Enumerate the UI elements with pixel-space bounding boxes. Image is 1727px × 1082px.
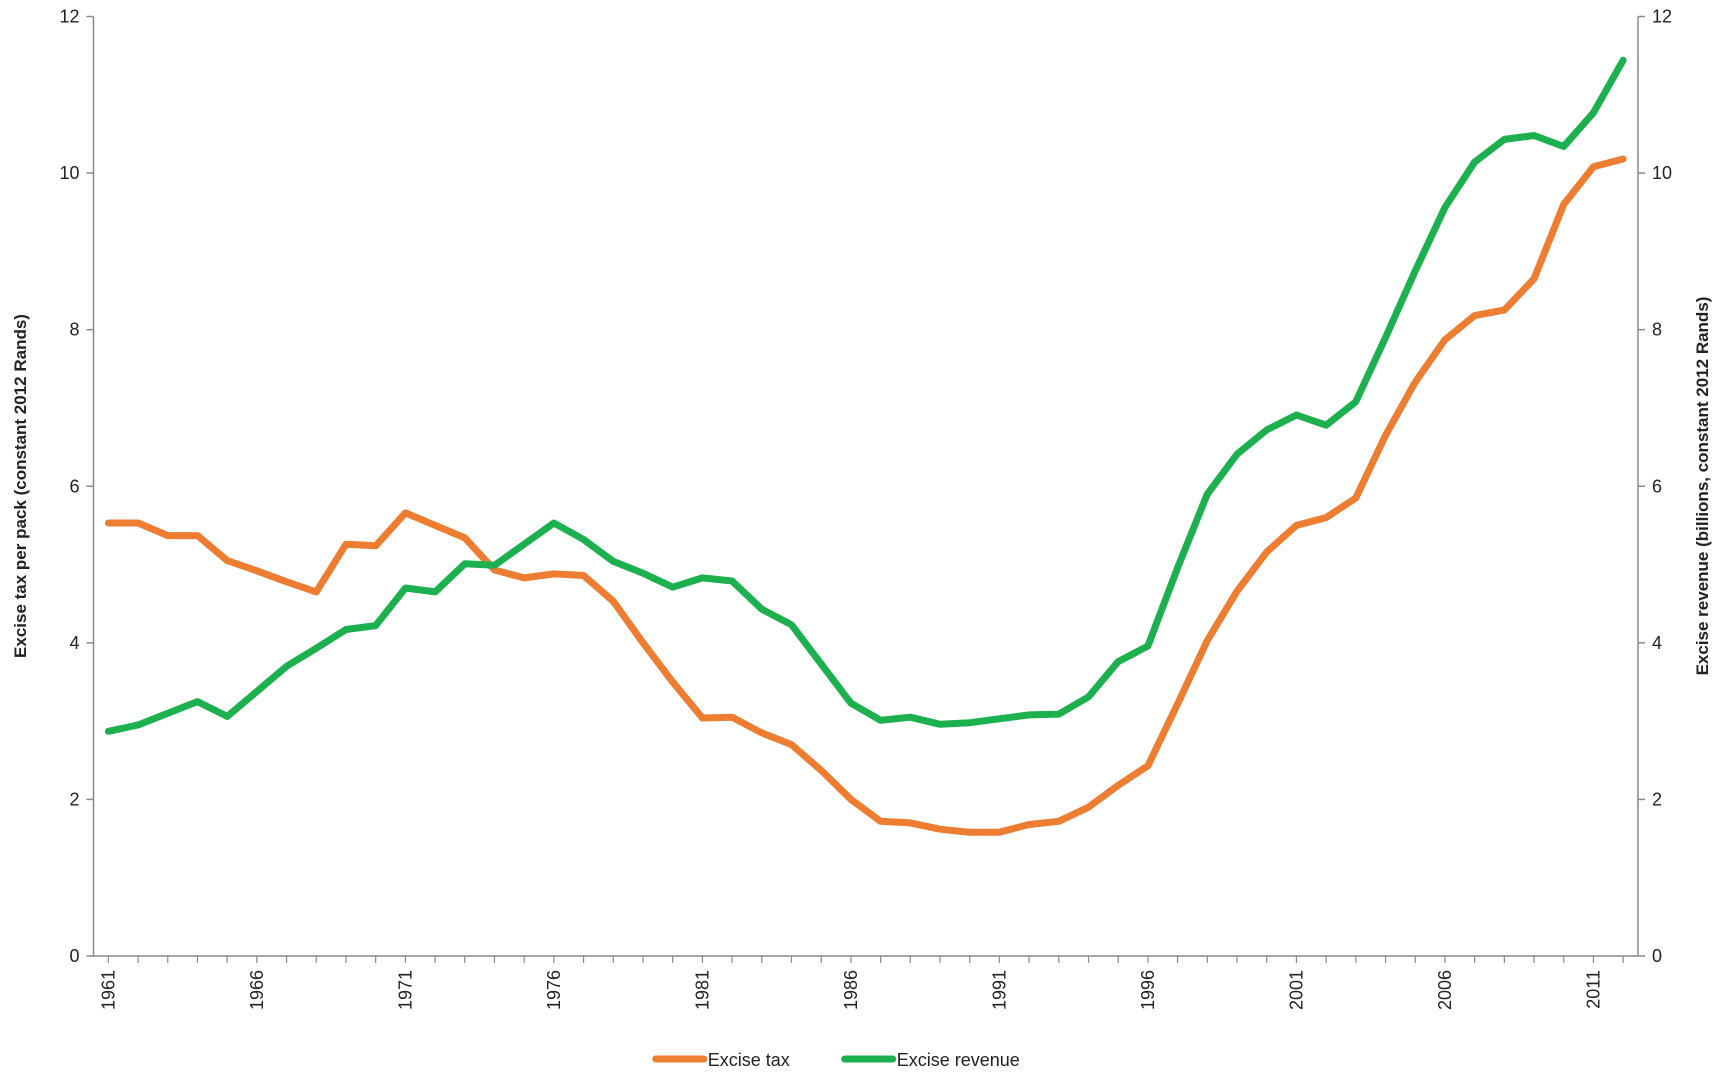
y-tick-label: 2 (69, 789, 79, 809)
y-tick-label: 6 (69, 476, 79, 496)
y2-tick-label: 4 (1652, 633, 1662, 653)
series-line (104, 155, 1627, 836)
x-tick-label: 1986 (841, 970, 861, 1010)
y2-tick-label: 12 (1652, 7, 1672, 27)
y2-tick-label: 0 (1652, 946, 1662, 966)
y2-tick-label: 8 (1652, 320, 1662, 340)
series-line (104, 56, 1627, 735)
y-tick-label: 4 (69, 633, 79, 653)
x-tick-label: 1991 (989, 970, 1009, 1010)
y2-tick-label: 2 (1652, 789, 1662, 809)
y-tick-label: 10 (59, 163, 79, 183)
legend-label: Excise revenue (897, 1050, 1020, 1070)
y-tick-label: 0 (69, 946, 79, 966)
x-tick-label: 1981 (692, 970, 712, 1010)
y-axis-title: Excise tax per pack (constant 2012 Rands… (11, 314, 30, 658)
x-tick-label: 1971 (395, 970, 415, 1010)
y-tick-label: 8 (69, 320, 79, 340)
y2-axis-title: Excise revenue (billions, constant 2012 … (1693, 297, 1712, 676)
x-tick-label: 1966 (247, 970, 267, 1010)
y-tick-label: 12 (59, 7, 79, 27)
x-tick-label: 1961 (98, 970, 118, 1010)
x-tick-label: 1996 (1138, 970, 1158, 1010)
x-tick-label: 1976 (544, 970, 564, 1010)
y2-tick-label: 6 (1652, 476, 1662, 496)
x-tick-label: 2006 (1435, 970, 1455, 1010)
x-tick-label: 2001 (1286, 970, 1306, 1010)
y2-tick-label: 10 (1652, 163, 1672, 183)
x-tick-label: 2011 (1583, 970, 1603, 1009)
legend-label: Excise tax (708, 1050, 790, 1070)
